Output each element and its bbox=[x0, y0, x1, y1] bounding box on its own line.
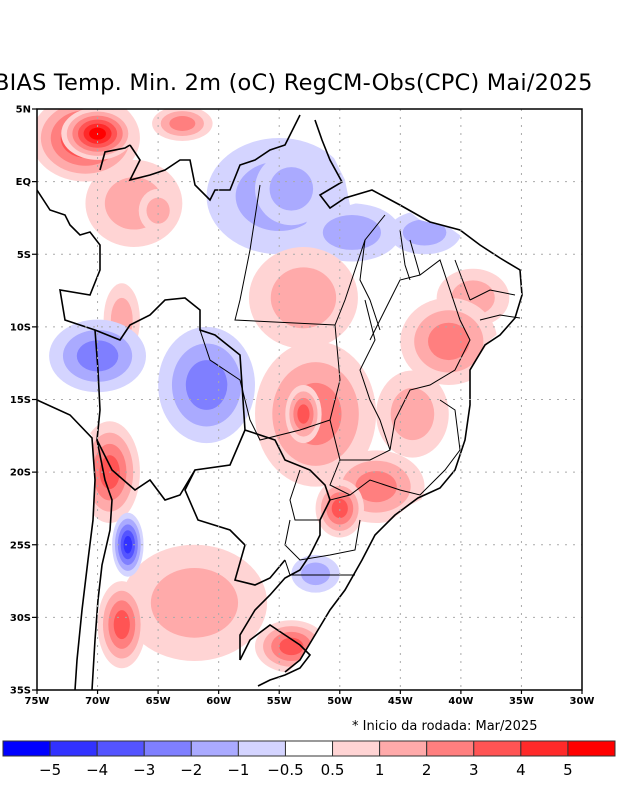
colorbar-swatch bbox=[520, 740, 569, 757]
state-border-sao-paulo bbox=[289, 469, 351, 521]
state-border-mato-grosso bbox=[199, 324, 341, 441]
lat-tick-label: EQ bbox=[16, 177, 31, 188]
colorbar-label: −5 bbox=[39, 761, 61, 779]
map-title: BIAS Temp. Min. 2m (oC) RegCM-Obs(CPC) M… bbox=[0, 70, 593, 96]
colorbar-swatch bbox=[379, 740, 428, 757]
bias-contour bbox=[150, 567, 239, 638]
pacific-coastline bbox=[37, 399, 96, 690]
brazil-west-border bbox=[37, 189, 331, 660]
colorbar-label: 2 bbox=[422, 761, 432, 779]
colorbar-swatch bbox=[237, 740, 286, 757]
bias-contour bbox=[169, 116, 196, 131]
state-border-bahia bbox=[369, 259, 471, 451]
bolivia-border bbox=[94, 329, 246, 501]
colorbar-swatch bbox=[2, 740, 51, 757]
colorbar-swatch bbox=[143, 740, 192, 757]
lon-tick-label: 70W bbox=[85, 696, 110, 707]
colorbar-label: 5 bbox=[563, 761, 573, 779]
lon-tick-label: 65W bbox=[146, 696, 171, 707]
colorbar: −5 −4 −3 −2 −1 −0.5 0.5 1 2 3 4 5 bbox=[2, 740, 616, 779]
lon-tick-label: 30W bbox=[570, 696, 595, 707]
colorbar-swatch bbox=[332, 740, 381, 757]
atlantic-coastline bbox=[284, 119, 523, 673]
lon-tick-label: 35W bbox=[509, 696, 534, 707]
colorbar-swatch bbox=[190, 740, 239, 757]
colorbar-label: −4 bbox=[86, 761, 108, 779]
bias-contour bbox=[185, 360, 228, 410]
lat-tick-label: 25S bbox=[10, 540, 31, 551]
bias-contour bbox=[331, 498, 348, 519]
bias-contour bbox=[390, 387, 435, 441]
bias-contour bbox=[355, 471, 397, 503]
colorbar-label: 4 bbox=[516, 761, 526, 779]
bias-contour bbox=[428, 322, 470, 361]
lat-tick-label: 20S bbox=[10, 468, 31, 479]
state-border-goias bbox=[329, 299, 391, 461]
lat-tick-label: 35S bbox=[10, 686, 31, 697]
uruguay-border bbox=[239, 624, 312, 687]
guianas-border bbox=[128, 114, 301, 202]
atlantic-ocean-mask bbox=[270, 109, 582, 690]
bias-contour bbox=[270, 267, 337, 329]
lat-tick-label: 30S bbox=[10, 613, 31, 624]
bias-contour bbox=[279, 637, 304, 656]
lon-tick-label: 45W bbox=[388, 696, 413, 707]
lon-tick-label: 75W bbox=[25, 696, 50, 707]
state-border-tocantins bbox=[359, 229, 411, 331]
pacific-ocean-mask bbox=[37, 400, 95, 690]
bias-contour bbox=[113, 610, 130, 640]
colorbar-swatch bbox=[96, 740, 145, 757]
run-start-note: * Inicio da rodada: Mar/2025 bbox=[352, 719, 538, 734]
bias-contour bbox=[402, 219, 447, 246]
colorbar-label: 1 bbox=[375, 761, 385, 779]
state-border-parana bbox=[284, 519, 361, 561]
state-border-northeast bbox=[409, 239, 521, 321]
lat-tick-label: 10S bbox=[10, 322, 31, 333]
lon-tick-label: 50W bbox=[327, 696, 352, 707]
bias-contour bbox=[123, 536, 133, 554]
lat-tick-label: 5S bbox=[17, 250, 31, 261]
colorbar-label: −3 bbox=[133, 761, 155, 779]
lon-tick-label: 55W bbox=[267, 696, 292, 707]
colorbar-swatch bbox=[567, 740, 616, 757]
state-borders bbox=[199, 184, 521, 576]
colorbar-swatch bbox=[49, 740, 98, 757]
colorbar-label: −0.5 bbox=[267, 761, 303, 779]
lat-tick-label: 5N bbox=[16, 105, 31, 116]
colorbar-swatch bbox=[426, 740, 475, 757]
state-border-minas bbox=[329, 399, 461, 496]
bias-contour bbox=[269, 167, 314, 211]
andes-border bbox=[91, 439, 113, 690]
venezuela-border bbox=[99, 144, 131, 171]
bias-contour bbox=[322, 215, 381, 250]
colorbar-swatch bbox=[284, 740, 334, 757]
bias-contour bbox=[297, 404, 310, 424]
bias-contour bbox=[146, 197, 170, 224]
map-gridlines bbox=[37, 109, 582, 690]
lon-tick-label: 60W bbox=[206, 696, 231, 707]
state-border-santa-catarina bbox=[284, 559, 355, 576]
colorbar-label: 3 bbox=[469, 761, 479, 779]
lat-tick-label: 15S bbox=[10, 395, 31, 406]
colorbar-label: 0.5 bbox=[321, 761, 345, 779]
bias-contour bbox=[301, 562, 331, 586]
lon-tick-label: 40W bbox=[448, 696, 473, 707]
colorbar-label: −2 bbox=[180, 761, 202, 779]
colorbar-label: −1 bbox=[227, 761, 249, 779]
colorbar-swatch bbox=[473, 740, 522, 757]
